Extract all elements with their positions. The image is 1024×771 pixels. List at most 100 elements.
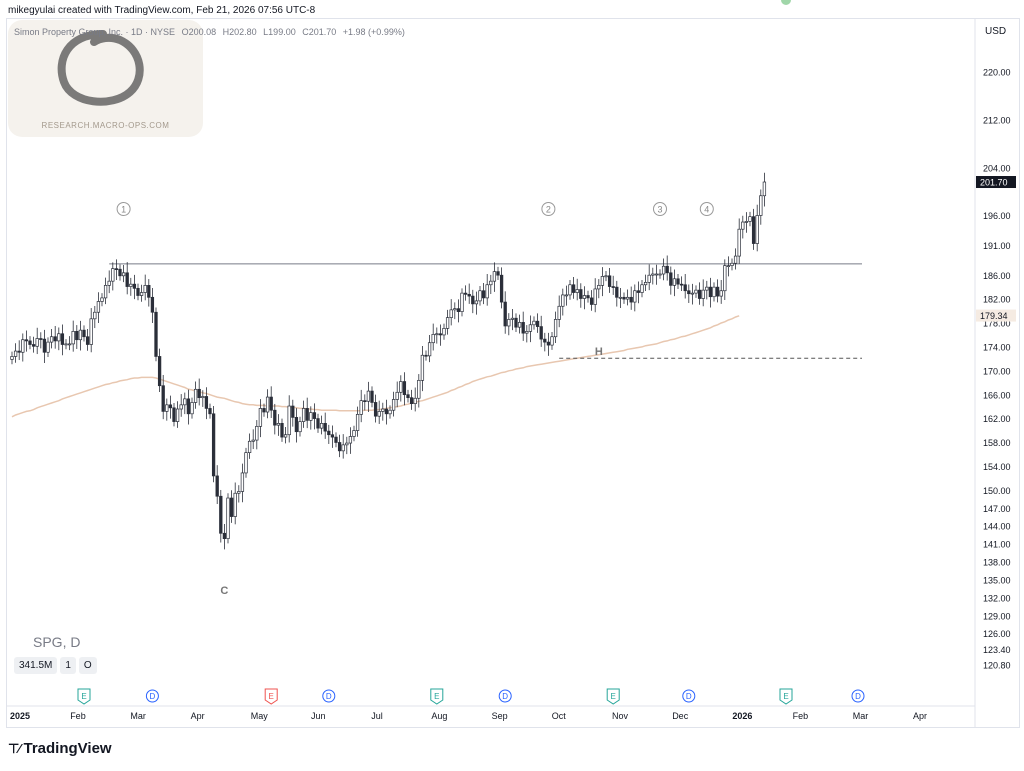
candle-body (622, 296, 626, 300)
candle-body (71, 331, 75, 345)
candle-body (28, 340, 32, 345)
y-tick-label: 212.00 (983, 115, 1011, 125)
y-tick-label: 220.00 (983, 68, 1011, 78)
candle-body (478, 290, 482, 302)
candle-body (665, 265, 669, 274)
candle-body (460, 292, 464, 312)
candle-body (17, 350, 21, 353)
candle-body (708, 286, 713, 298)
wave-label-circle (653, 202, 667, 216)
x-tick-label: Nov (612, 711, 629, 721)
volume-setting-a[interactable]: 1 (60, 657, 76, 674)
candle-body (215, 475, 219, 497)
candle-body (222, 532, 227, 540)
x-tick-label: Apr (191, 711, 205, 721)
y-tick-label: 135.00 (983, 575, 1011, 585)
y-tick-label: 178.00 (983, 319, 1011, 329)
candle-body (323, 423, 327, 432)
candle-body (21, 339, 25, 353)
y-tick-label: 123.40 (983, 645, 1011, 655)
candle-body (435, 333, 439, 336)
candle-body (129, 283, 133, 287)
candle-body (575, 289, 579, 293)
wave-label-text: 3 (657, 205, 662, 215)
candle-body (157, 356, 162, 387)
candle-body (618, 296, 623, 299)
candle-body (507, 319, 511, 327)
candle-body (489, 280, 493, 286)
y-tick-label: 154.00 (983, 462, 1011, 472)
candle-body (409, 397, 414, 404)
candle-body (147, 285, 151, 298)
candle-body (391, 399, 396, 411)
candle-body (543, 338, 547, 343)
candle-body (683, 284, 687, 292)
currency-label[interactable]: USD (985, 26, 1007, 37)
candle-body (463, 292, 468, 295)
candle-body (348, 436, 353, 444)
candle-body (597, 285, 601, 290)
candle-body (503, 301, 507, 327)
candle-body (420, 354, 425, 381)
ohlc-open: O200.08 (181, 27, 217, 37)
candle-body (298, 421, 302, 433)
y-tick-label: 126.00 (983, 629, 1011, 639)
candle-body (514, 317, 518, 328)
candle-body (629, 296, 633, 303)
candle-body (442, 328, 446, 336)
candle-body (201, 396, 205, 399)
candle-body (715, 286, 720, 297)
candle-body (679, 283, 684, 286)
candle-body (276, 423, 281, 426)
candle-body (424, 354, 428, 357)
candle-body (672, 278, 677, 286)
candle-body (341, 444, 345, 452)
price-chart[interactable]: 220.00 212.00 204.00 196.00 191.00 186.00 182.… (0, 0, 1024, 728)
candle-body (226, 497, 230, 540)
candle-body (384, 408, 389, 415)
tradingview-logo[interactable]: ⊤⁄ TradingView (8, 740, 112, 757)
candle-body (114, 268, 119, 270)
y-tick-label: 186.00 (983, 271, 1011, 281)
symbol-name[interactable]: Simon Property Group, Inc. · 1D · NYSE (14, 27, 176, 37)
candle-body (406, 394, 410, 399)
candle-body (100, 297, 104, 302)
wave-label-circle (699, 202, 714, 216)
candle-body (287, 405, 291, 436)
candle-body (197, 388, 201, 399)
x-tick-label: Jun (311, 711, 326, 721)
dividend-marker-label: D (326, 692, 332, 701)
candle-body (647, 274, 651, 283)
candle-body (121, 272, 126, 277)
candle-body (255, 425, 259, 441)
x-tick-label: Oct (552, 711, 567, 721)
dividend-marker (851, 689, 865, 703)
candle-body (633, 290, 637, 303)
candle-body (589, 297, 594, 305)
candle-body (643, 282, 648, 286)
candle-body (154, 311, 158, 357)
wave-label-text: 2 (546, 205, 551, 215)
candle-body (557, 305, 561, 320)
candle-body (744, 221, 749, 223)
x-tick-label: Jul (371, 711, 383, 721)
candle-body (640, 284, 644, 293)
candle-body (161, 385, 165, 412)
candle-body (93, 311, 97, 320)
candle-body (85, 336, 90, 345)
earnings-marker-label: E (783, 692, 788, 701)
dividend-marker (682, 689, 696, 703)
candle-body (64, 343, 68, 346)
candle-body (193, 388, 198, 403)
x-tick-label: May (251, 711, 269, 721)
earnings-marker (430, 688, 444, 705)
candle-body (438, 333, 443, 336)
candle-body (654, 273, 659, 276)
y-tick-label: 138.00 (983, 558, 1011, 568)
candle-body (456, 308, 461, 312)
volume-setting-b[interactable]: O (78, 657, 97, 674)
enso-circle-icon (57, 30, 144, 106)
ohlc-close: C201.70 (302, 27, 337, 37)
y-tick-label: 129.00 (983, 611, 1011, 621)
volume-value: 341.5M (14, 657, 58, 674)
